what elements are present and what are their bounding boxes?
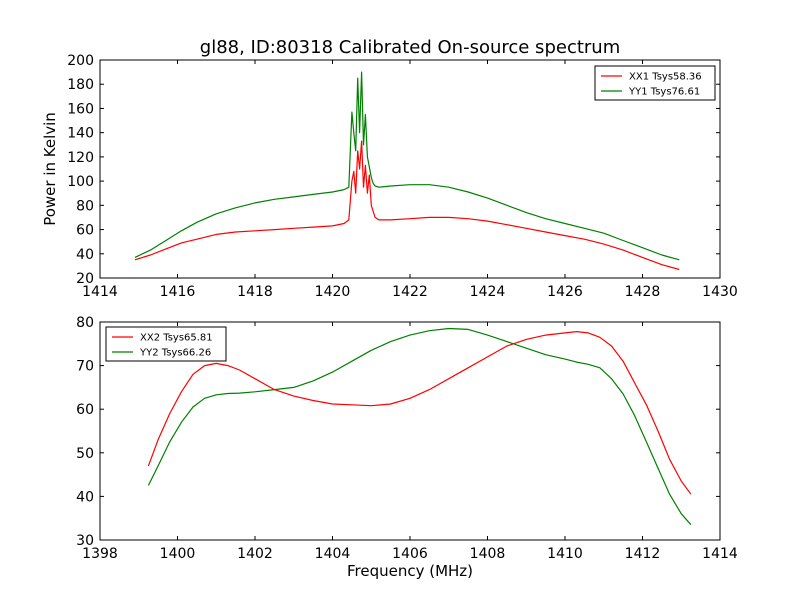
y-tick-label: 30	[76, 533, 94, 549]
bottom-spectrum-panel: 1398 1400 1402 1404 1406 1408 1410 1412 1414 30 40…	[76, 315, 738, 580]
legend-label: XX2 Tsys65.81	[140, 333, 213, 344]
x-tick-label: 1398	[82, 546, 118, 562]
x-tick-label: 1404	[315, 546, 351, 562]
x-tick-label: 1414	[82, 284, 118, 300]
x-tick-label: 1428	[625, 284, 661, 300]
chart-title: gl88, ID:80318 Calibrated On-source spec…	[200, 37, 620, 58]
x-tick-label: 1418	[237, 284, 273, 300]
y-tick-label: 70	[76, 359, 94, 375]
legend-box	[105, 326, 227, 362]
x-tick-label: 1410	[547, 546, 583, 562]
series-line-xx	[147, 331, 692, 495]
x-tick-label: 1426	[547, 284, 583, 300]
series-line-yy	[147, 327, 692, 526]
x-tick-label: 1416	[160, 284, 196, 300]
y-tick-label: 140	[67, 126, 94, 142]
series-group	[134, 71, 680, 271]
series-group	[147, 327, 692, 526]
x-tick-label: 1402	[237, 546, 273, 562]
y-tick-label: 60	[76, 223, 94, 239]
legend-label: XX1 Tsys58.36	[629, 72, 702, 83]
legend-label: YY2 Tsys66.26	[139, 348, 211, 359]
x-tick-label: 1424	[470, 284, 506, 300]
x-tick-label: 1420	[315, 284, 351, 300]
x-tick-label: 1406	[392, 546, 428, 562]
y-tick-label: 200	[67, 53, 94, 69]
legend-label: YY1 Tsys76.61	[628, 87, 700, 98]
top-spectrum-panel: gl88, ID:80318 Calibrated On-source spec…	[41, 37, 738, 300]
legend: XX1 Tsys58.36 YY1 Tsys76.61	[594, 65, 716, 101]
y-tick-label: 40	[76, 247, 94, 263]
x-tick-label: 1400	[160, 546, 196, 562]
y-tick-label: 60	[76, 402, 94, 418]
x-tick-label: 1414	[702, 546, 738, 562]
y-tick-label: 120	[67, 150, 94, 166]
series-line-xx	[134, 140, 680, 271]
y-axis-label: Power in Kelvin	[41, 112, 59, 226]
legend-box	[594, 65, 716, 101]
x-tick-label: 1408	[470, 546, 506, 562]
x-tick-label: 1412	[625, 546, 661, 562]
x-tick-label: 1430	[702, 284, 738, 300]
y-tick-label: 160	[67, 101, 94, 117]
x-axis-label: Frequency (MHz)	[347, 562, 473, 580]
y-tick-label: 180	[67, 77, 94, 93]
series-line-yy	[134, 71, 680, 261]
y-tick-label: 80	[76, 315, 94, 331]
y-tick-label: 40	[76, 489, 94, 505]
x-tick-label: 1422	[392, 284, 428, 300]
y-tick-label: 100	[67, 174, 94, 190]
y-tick-label: 80	[76, 198, 94, 214]
y-tick-label: 50	[76, 446, 94, 462]
y-tick-label: 20	[76, 271, 94, 287]
legend: XX2 Tsys65.81 YY2 Tsys66.26	[105, 326, 227, 362]
